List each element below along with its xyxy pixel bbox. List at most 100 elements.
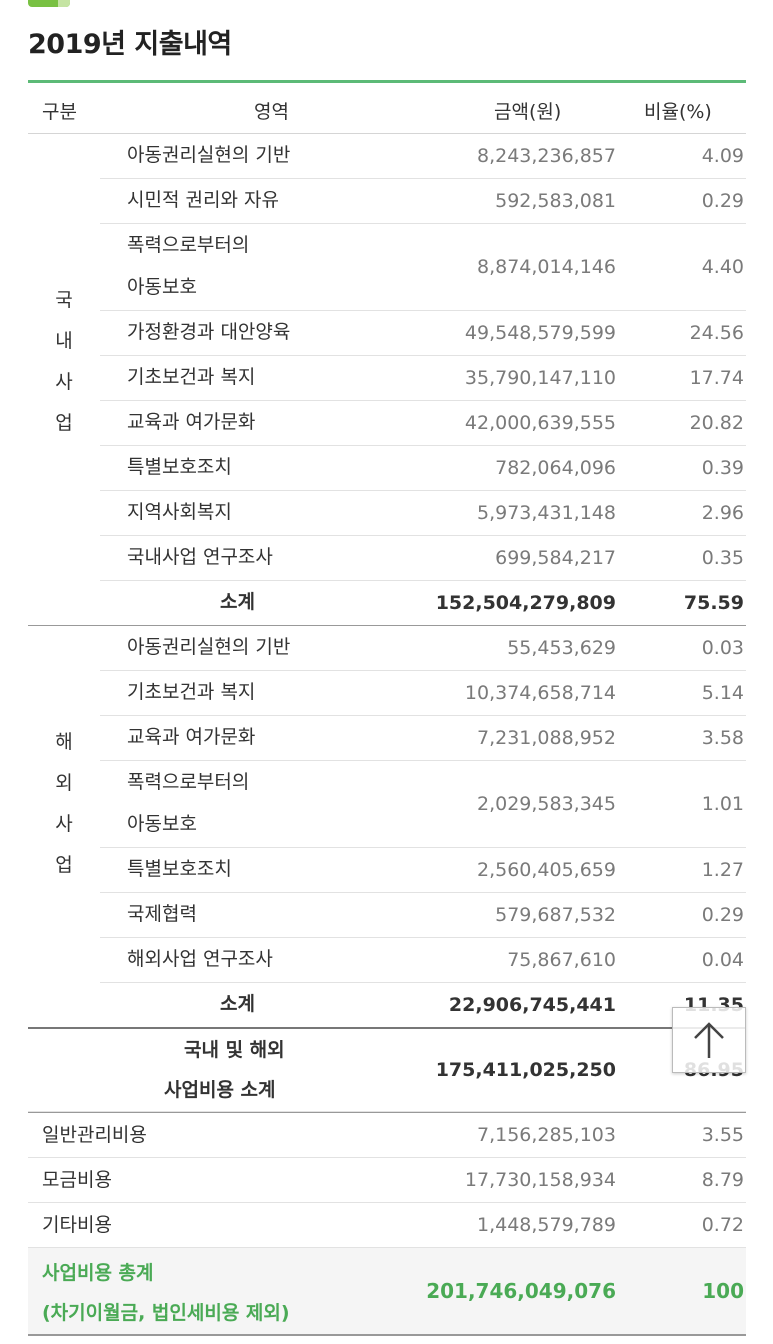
row-name: 특별보호조치 bbox=[127, 456, 232, 478]
row-ratio: 4.40 bbox=[701, 256, 744, 278]
combined-label-line2: 사업비용 소계 bbox=[164, 1079, 276, 1101]
combined-subtotal-row: 국내 및 해외 사업비용 소계 175,411,025,250 86.95 bbox=[28, 1029, 746, 1112]
page-title: 2019년 지출내역 bbox=[28, 29, 232, 60]
subtotal-label: 소계 bbox=[220, 993, 255, 1015]
header-area: 영역 bbox=[254, 101, 289, 123]
table-row: 기초보건과 복지 35,790,147,110 17.74 bbox=[100, 356, 746, 401]
table-row: 아동권리실현의 기반 55,453,629 0.03 bbox=[100, 626, 746, 671]
row-amount: 8,243,236,857 bbox=[476, 145, 616, 167]
total-label-line1: 사업비용 총계 bbox=[42, 1262, 154, 1284]
combined-label-line1: 국내 및 해외 bbox=[184, 1039, 285, 1061]
total-ratio: 100 bbox=[702, 1279, 744, 1303]
table-header: 구분 영역 금액(원) 비율(%) bbox=[28, 83, 746, 134]
row-name: 폭력으로부터의 bbox=[127, 234, 250, 256]
group-char: 외 bbox=[55, 772, 73, 794]
row-ratio: 0.39 bbox=[701, 457, 744, 479]
row-name: 시민적 권리와 자유 bbox=[127, 189, 279, 211]
row-name: 국내사업 연구조사 bbox=[127, 546, 273, 568]
overseas-group-label: 해 외 사 업 bbox=[28, 722, 100, 886]
row-ratio: 3.58 bbox=[701, 727, 744, 749]
row-ratio: 17.74 bbox=[689, 367, 744, 389]
row-ratio: 0.72 bbox=[701, 1214, 744, 1236]
row-name: 기초보건과 복지 bbox=[127, 681, 256, 703]
row-name-line2: 아동보호 bbox=[127, 276, 197, 298]
group-char: 사 bbox=[55, 813, 73, 835]
top-indicator bbox=[28, 0, 70, 7]
row-ratio: 0.29 bbox=[701, 904, 744, 926]
table-row: 가정환경과 대안양육 49,548,579,599 24.56 bbox=[100, 311, 746, 356]
arrow-up-icon bbox=[694, 1022, 724, 1058]
row-ratio: 3.55 bbox=[701, 1124, 744, 1146]
group-char: 사 bbox=[55, 371, 73, 393]
row-name: 기타비용 bbox=[42, 1214, 112, 1236]
total-label-line2: (차기이월금, 법인세비용 제외) bbox=[42, 1302, 290, 1324]
row-ratio: 0.04 bbox=[701, 949, 744, 971]
row-amount: 7,231,088,952 bbox=[476, 727, 616, 749]
row-ratio: 8.79 bbox=[701, 1169, 744, 1191]
row-amount: 55,453,629 bbox=[507, 637, 616, 659]
row-name: 교육과 여가문화 bbox=[127, 411, 256, 433]
row-name-line2: 아동보호 bbox=[127, 813, 197, 835]
domestic-subtotal-row: 소계 152,504,279,809 75.59 bbox=[28, 581, 746, 626]
header-group: 구분 bbox=[42, 101, 77, 123]
table-row: 지역사회복지 5,973,431,148 2.96 bbox=[100, 491, 746, 536]
row-amount: 592,583,081 bbox=[495, 190, 616, 212]
row-ratio: 5.14 bbox=[701, 682, 744, 704]
row-amount: 2,560,405,659 bbox=[476, 859, 616, 881]
table-row: 아동권리실현의 기반 8,243,236,857 4.09 bbox=[100, 134, 746, 179]
row-name: 일반관리비용 bbox=[42, 1124, 147, 1146]
section-divider bbox=[28, 1027, 746, 1029]
row-name: 가정환경과 대안양육 bbox=[127, 321, 291, 343]
row-name: 아동권리실현의 기반 bbox=[127, 636, 291, 658]
table-row: 기타비용 1,448,579,789 0.72 bbox=[28, 1203, 746, 1248]
header-amount: 금액(원) bbox=[494, 101, 562, 123]
row-amount: 10,374,658,714 bbox=[464, 682, 616, 704]
table-row: 해외사업 연구조사 75,867,610 0.04 bbox=[100, 938, 746, 983]
row-ratio: 24.56 bbox=[689, 322, 744, 344]
row-amount: 42,000,639,555 bbox=[464, 412, 616, 434]
row-name: 지역사회복지 bbox=[127, 501, 232, 523]
row-amount: 2,029,583,345 bbox=[476, 793, 616, 815]
top-indicator-light bbox=[58, 0, 70, 7]
group-char: 해 bbox=[55, 731, 73, 753]
row-amount: 8,874,014,146 bbox=[476, 256, 616, 278]
group-char: 업 bbox=[55, 412, 73, 434]
row-name: 아동권리실현의 기반 bbox=[127, 144, 291, 166]
section-divider bbox=[28, 1112, 746, 1113]
table-row: 교육과 여가문화 7,231,088,952 3.58 bbox=[100, 716, 746, 761]
table-row: 교육과 여가문화 42,000,639,555 20.82 bbox=[100, 401, 746, 446]
row-ratio: 2.96 bbox=[701, 502, 744, 524]
table-row: 국내사업 연구조사 699,584,217 0.35 bbox=[100, 536, 746, 581]
subtotal-ratio: 75.59 bbox=[683, 592, 744, 614]
row-amount: 782,064,096 bbox=[495, 457, 616, 479]
group-char: 국 bbox=[55, 289, 73, 311]
section-divider bbox=[28, 625, 746, 626]
row-ratio: 0.35 bbox=[701, 547, 744, 569]
table-row: 특별보호조치 782,064,096 0.39 bbox=[100, 446, 746, 491]
row-ratio: 0.29 bbox=[701, 190, 744, 212]
table-row: 폭력으로부터의 아동보호 2,029,583,345 1.01 bbox=[100, 761, 746, 848]
table-row: 모금비용 17,730,158,934 8.79 bbox=[28, 1158, 746, 1203]
row-ratio: 0.03 bbox=[701, 637, 744, 659]
row-ratio: 1.01 bbox=[701, 793, 744, 815]
table-row: 특별보호조치 2,560,405,659 1.27 bbox=[100, 848, 746, 893]
row-amount: 5,973,431,148 bbox=[476, 502, 616, 524]
row-name: 국제협력 bbox=[127, 903, 197, 925]
domestic-group-label: 국 내 사 업 bbox=[28, 280, 100, 444]
row-name: 모금비용 bbox=[42, 1169, 112, 1191]
row-amount: 49,548,579,599 bbox=[464, 322, 616, 344]
scroll-to-top-button[interactable] bbox=[672, 1007, 746, 1073]
row-ratio: 20.82 bbox=[689, 412, 744, 434]
grand-total-row: 사업비용 총계 (차기이월금, 법인세비용 제외) 201,746,049,07… bbox=[28, 1248, 746, 1336]
table-row: 시민적 권리와 자유 592,583,081 0.29 bbox=[100, 179, 746, 224]
combined-amount: 175,411,025,250 bbox=[435, 1059, 616, 1081]
overseas-subtotal-row: 소계 22,906,745,441 11.35 bbox=[28, 983, 746, 1028]
row-amount: 75,867,610 bbox=[507, 949, 616, 971]
subtotal-amount: 152,504,279,809 bbox=[435, 592, 616, 614]
subtotal-label: 소계 bbox=[220, 591, 255, 613]
row-name: 특별보호조치 bbox=[127, 858, 232, 880]
table-row: 기초보건과 복지 10,374,658,714 5.14 bbox=[100, 671, 746, 716]
group-char: 내 bbox=[55, 330, 73, 352]
row-amount: 1,448,579,789 bbox=[476, 1214, 616, 1236]
row-amount: 7,156,285,103 bbox=[476, 1124, 616, 1146]
